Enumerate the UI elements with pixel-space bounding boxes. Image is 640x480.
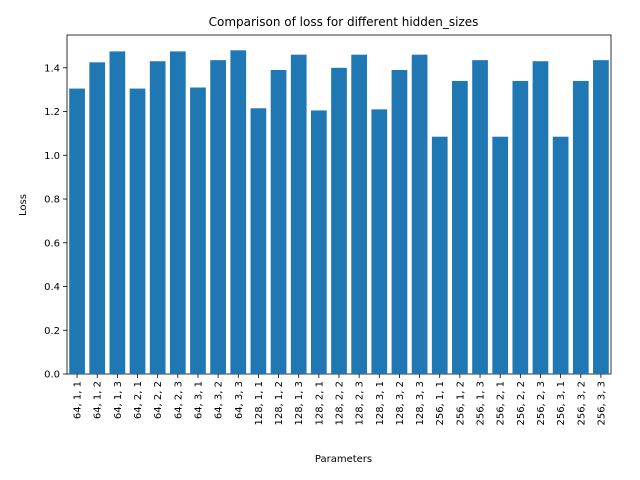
bar — [391, 69, 408, 375]
x-tick-label: 128, 3, 3 — [415, 381, 426, 426]
y-tick-label: 0.2 — [44, 326, 60, 337]
bar — [472, 60, 488, 375]
bar — [411, 54, 428, 375]
x-tick-label: 64, 2, 1 — [133, 381, 144, 419]
y-tick-label: 0.0 — [44, 370, 60, 381]
x-axis-title: Parameters — [315, 454, 372, 465]
bar — [492, 136, 509, 374]
y-tick-label: 0.8 — [44, 195, 60, 206]
x-tick-label: 64, 3, 2 — [214, 381, 225, 419]
bar — [552, 136, 569, 374]
x-axis-ticks: 64, 1, 1 64, 1, 2 64, 1, 3 64, 2, 1 64, 2, 2… — [73, 374, 607, 426]
x-tick-label: 128, 2, 3 — [355, 381, 366, 426]
x-tick-label: 64, 1, 3 — [113, 381, 124, 419]
bar — [129, 88, 146, 374]
x-tick-label: 256, 2, 3 — [536, 381, 547, 426]
x-tick-label: 64, 3, 1 — [193, 381, 204, 419]
bar — [371, 109, 388, 375]
bar — [89, 62, 106, 375]
bar — [149, 61, 166, 374]
x-tick-label: 256, 1, 3 — [476, 381, 487, 426]
x-tick-label: 128, 2, 1 — [314, 381, 325, 426]
x-tick-label: 128, 1, 2 — [274, 381, 285, 426]
x-tick-label: 128, 1, 1 — [254, 381, 265, 426]
x-tick-label: 64, 2, 2 — [153, 381, 164, 419]
x-tick-label: 256, 3, 1 — [556, 381, 567, 426]
bar — [452, 80, 468, 375]
bar-series — [69, 50, 609, 375]
x-tick-label: 256, 1, 2 — [455, 381, 466, 426]
bar — [532, 61, 549, 374]
bar — [290, 54, 307, 375]
y-tick-label: 1.0 — [44, 151, 60, 162]
bar — [270, 69, 287, 375]
x-tick-label: 64, 1, 2 — [93, 381, 104, 419]
x-tick-label: 128, 3, 2 — [395, 381, 406, 426]
bar — [169, 51, 186, 375]
bar — [69, 88, 85, 374]
x-tick-label: 64, 3, 3 — [234, 381, 245, 419]
y-tick-label: 0.6 — [44, 238, 60, 249]
bar — [572, 80, 589, 375]
x-tick-label: 256, 3, 3 — [596, 381, 607, 426]
bar — [431, 136, 448, 374]
x-tick-label: 64, 2, 3 — [173, 381, 184, 419]
y-axis-ticks: 0.0 0.2 0.4 0.6 0.8 1.0 1.2 1.4 — [44, 63, 67, 381]
x-tick-label: 256, 2, 1 — [496, 381, 507, 426]
bar — [190, 87, 206, 375]
x-tick-label: 128, 3, 1 — [375, 381, 386, 426]
bar — [351, 54, 368, 375]
x-tick-label: 64, 1, 1 — [73, 381, 84, 419]
y-tick-label: 1.4 — [44, 63, 60, 74]
bar — [310, 110, 327, 374]
bar — [230, 50, 247, 375]
bar — [210, 60, 226, 375]
bar — [512, 80, 529, 375]
x-tick-label: 128, 1, 3 — [294, 381, 305, 426]
bar — [593, 60, 609, 375]
bar — [109, 51, 126, 375]
chart-title: Comparison of loss for different hidden_… — [209, 15, 479, 29]
bar — [331, 67, 347, 374]
bar — [250, 108, 267, 375]
x-tick-label: 128, 2, 2 — [335, 381, 346, 426]
x-tick-label: 256, 3, 2 — [576, 381, 587, 426]
y-tick-label: 0.4 — [44, 282, 60, 293]
y-axis-title: Loss — [18, 194, 29, 216]
y-tick-label: 1.2 — [44, 107, 60, 118]
x-tick-label: 256, 1, 1 — [435, 381, 446, 426]
x-tick-label: 256, 2, 2 — [516, 381, 527, 426]
